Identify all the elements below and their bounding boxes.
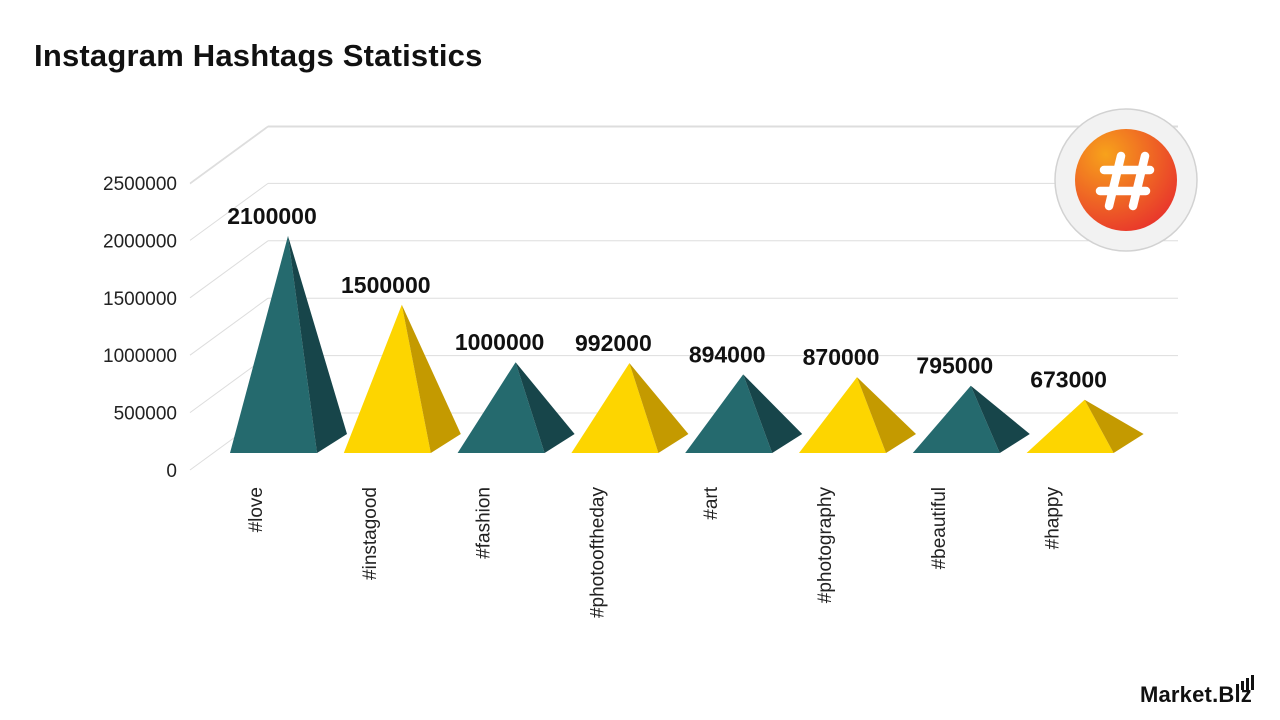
x-tick-label: #instagood	[360, 487, 381, 580]
pyramid-front-face	[457, 362, 545, 453]
pyramid-bar	[343, 304, 461, 453]
brand-logo: Market.Biz	[1140, 674, 1254, 708]
page-title: Instagram Hashtags Statistics	[34, 38, 483, 73]
pyramid-bar	[799, 377, 916, 453]
data-label: 795000	[916, 353, 993, 379]
pyramid-front-face	[799, 377, 886, 453]
x-tick-label: #love	[246, 487, 267, 532]
data-label: 992000	[575, 330, 652, 356]
data-label: 1500000	[341, 272, 431, 298]
gridline-diagonal	[189, 126, 269, 185]
x-tick-label: #happy	[1043, 487, 1064, 550]
data-label: 870000	[803, 344, 880, 370]
gridline-diagonal	[189, 125, 269, 184]
y-axis-ticks: 0 500000 1000000 1500000 2000000 2500000	[103, 174, 177, 482]
brand-wordmark: Market.Biz	[1139, 682, 1252, 707]
pyramid-front-face	[685, 374, 773, 453]
gridline-diagonal	[189, 182, 269, 241]
x-tick-label: #photooftheday	[587, 487, 608, 619]
badge-disc	[1075, 129, 1177, 231]
x-tick-label: #fashion	[474, 487, 495, 559]
pyramid-bar	[1026, 399, 1144, 453]
data-label: 894000	[689, 341, 766, 367]
x-tick-label: #photography	[815, 487, 836, 604]
pyramid-front-face	[230, 235, 317, 453]
y-tick-label: 1000000	[103, 346, 177, 367]
x-tick-label: #beautiful	[929, 487, 950, 569]
x-axis-ticks: #love #instagood #fashion #photooftheday #ar…	[246, 486, 1064, 618]
y-tick-label: 1500000	[103, 289, 177, 310]
pyramid-bar	[685, 374, 803, 453]
data-label: 1000000	[455, 329, 545, 355]
pyramid-front-face	[343, 304, 431, 453]
pyramid-side-face	[515, 362, 575, 453]
y-tick-label: 500000	[114, 404, 177, 425]
pyramid-side-face	[970, 385, 1030, 453]
x-tick-label: #art	[701, 486, 722, 519]
hashtag-badge	[1054, 108, 1198, 252]
data-label: 2100000	[227, 203, 317, 229]
pyramid-side-face	[401, 304, 461, 453]
pyramid-bar	[912, 385, 1030, 453]
y-tick-label: 2500000	[103, 174, 177, 195]
pyramid-bar	[457, 362, 575, 453]
y-tick-label: 2000000	[103, 231, 177, 252]
pyramid-side-face	[1084, 399, 1144, 453]
hashtag-icon	[1095, 151, 1155, 211]
pyramid-side-face	[743, 374, 803, 453]
data-label: 673000	[1030, 367, 1107, 393]
gridline-diagonal	[189, 240, 269, 299]
pyramid-side-face	[288, 235, 347, 453]
pyramid-side-face	[629, 363, 689, 453]
pyramid-bar	[571, 363, 689, 453]
y-tick-label: 0	[166, 461, 177, 482]
pyramid-bar	[230, 235, 347, 453]
pyramid-bars	[230, 235, 1144, 453]
pyramid-front-face	[1026, 399, 1114, 453]
gridline-diagonal	[189, 297, 269, 356]
pyramid-side-face	[857, 377, 916, 453]
bar-chart-icon	[1236, 674, 1254, 690]
data-labels: 2100000 1500000 1000000 992000 894000 870000 7…	[227, 203, 1107, 393]
